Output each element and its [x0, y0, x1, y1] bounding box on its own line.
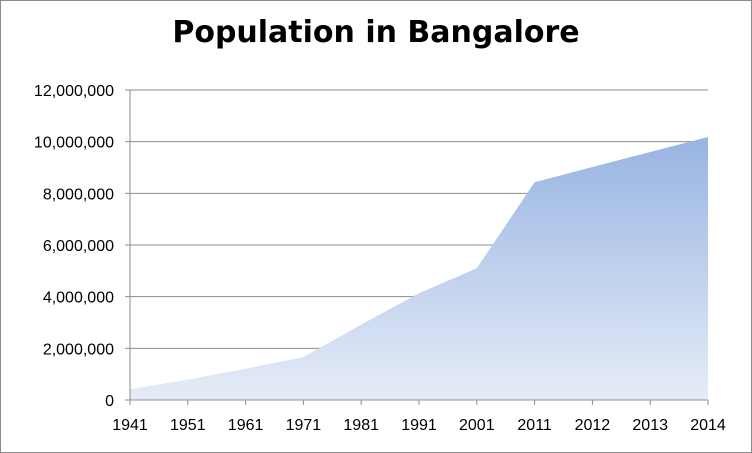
x-tick-label: 1971	[286, 417, 322, 434]
x-tick-label: 1981	[343, 417, 379, 434]
population-area	[130, 137, 708, 400]
x-tick-label: 2012	[575, 417, 611, 434]
y-tick-label: 12,000,000	[34, 83, 114, 100]
y-tick-label: 4,000,000	[43, 290, 114, 307]
x-tick-label: 1951	[170, 417, 206, 434]
y-tick-label: 8,000,000	[43, 186, 114, 203]
x-tick-label: 2013	[632, 417, 668, 434]
x-tick-label: 1961	[228, 417, 264, 434]
x-tick-label: 1991	[401, 417, 437, 434]
y-tick-label: 2,000,000	[43, 341, 114, 358]
chart-title: Population in Bangalore	[172, 15, 580, 50]
x-tick-label: 2011	[517, 417, 552, 434]
x-tick-label: 1941	[112, 417, 148, 434]
y-tick-label: 10,000,000	[34, 135, 114, 152]
y-tick-label: 6,000,000	[43, 238, 114, 255]
x-tick-label: 2014	[690, 417, 726, 434]
y-tick-label: 0	[105, 393, 114, 410]
x-tick-label: 2001	[459, 417, 495, 434]
